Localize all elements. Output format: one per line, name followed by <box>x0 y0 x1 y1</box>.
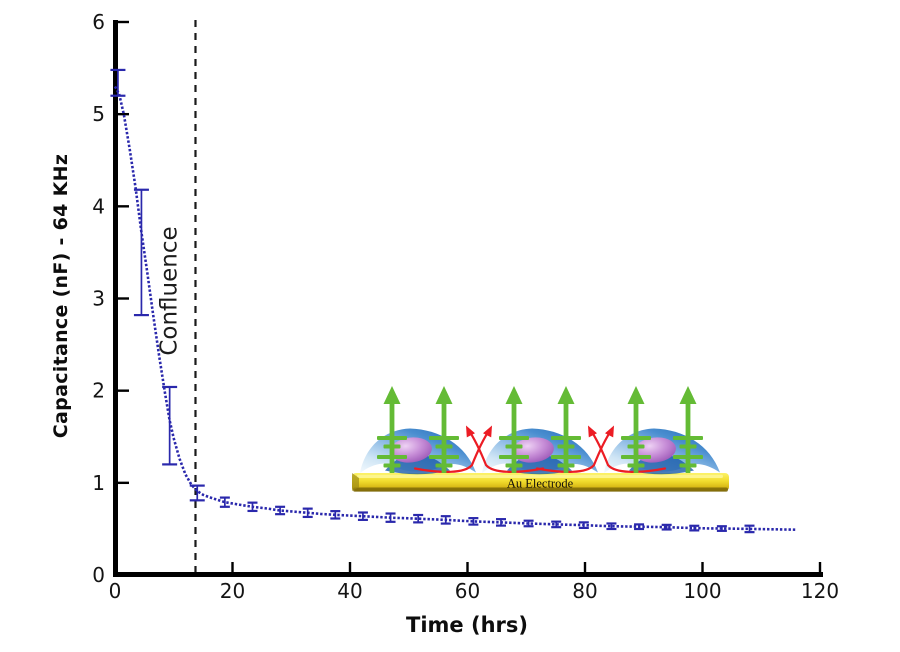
red-arrow-path <box>413 427 492 473</box>
transcellular-current-arrow <box>621 386 651 473</box>
membrane-capacitor-bar <box>499 436 529 440</box>
cell <box>604 428 720 475</box>
green-arrowhead-icon <box>435 386 453 404</box>
cell-monolayer-inset <box>352 386 729 492</box>
red-arrowheads <box>466 425 492 438</box>
membrane-capacitor-bar <box>551 455 581 459</box>
membrane-capacitor-bar <box>627 444 645 449</box>
x-tick-label: 0 <box>109 579 122 603</box>
axes: 0 20 40 60 80 100 120 0 1 2 3 4 5 6 <box>92 10 839 603</box>
membrane-capacitor-bar <box>673 436 703 440</box>
membrane-capacitor-bar <box>383 463 401 468</box>
green-arrowhead-icon <box>505 386 523 404</box>
green-arrowhead-icon <box>679 386 697 404</box>
transcellular-current-arrow <box>673 386 703 473</box>
y-tick-label: 3 <box>92 287 105 311</box>
y-axis-title: Capacitance (nF) - 64 KHz <box>50 154 72 438</box>
x-tick-label: 80 <box>572 579 597 603</box>
y-tick-label: 5 <box>92 102 105 126</box>
transcellular-current-arrow <box>429 386 459 473</box>
electrode-highlight <box>357 474 723 478</box>
x-tick-label: 100 <box>683 579 721 603</box>
membrane-capacitor-bar <box>499 455 529 459</box>
green-arrowhead-icon <box>383 386 401 404</box>
membrane-capacitor-bar <box>505 463 523 468</box>
red-arrow-path <box>466 427 545 473</box>
y-tick-label: 1 <box>92 471 105 495</box>
membrane-capacitor-bar <box>429 455 459 459</box>
y-tick-label: 2 <box>92 379 105 403</box>
membrane-capacitor-bar <box>429 436 459 440</box>
green-arrowhead-icon <box>557 386 575 404</box>
membrane-capacitor-bar <box>673 455 703 459</box>
x-tick-label: 20 <box>220 579 245 603</box>
membrane-capacitor-bar <box>383 444 401 449</box>
y-tick-label: 0 <box>92 563 105 587</box>
confluence-label: Confluence <box>156 226 182 355</box>
membrane-capacitor-bar <box>679 463 697 468</box>
membrane-capacitor-bar <box>621 455 651 459</box>
y-tick-label: 6 <box>92 10 105 34</box>
paracellular-current-arrows <box>535 427 667 473</box>
x-tick-label: 120 <box>801 579 839 603</box>
au-electrode-label: Au Electrode <box>507 477 574 491</box>
x-axis-title: Time (hrs) <box>406 613 528 637</box>
cell <box>482 428 598 475</box>
x-axis-line <box>113 572 823 577</box>
red-arrow-path <box>588 427 667 473</box>
red-arrowhead-icon <box>588 425 597 438</box>
membrane-capacitor-bar <box>377 436 407 440</box>
capacitance-series <box>110 68 797 534</box>
red-arrowhead-icon <box>483 425 492 438</box>
paracellular-current-arrows <box>413 427 545 473</box>
red-arrowhead-icon <box>605 425 614 438</box>
electrode-bevel <box>352 473 359 491</box>
x-tick-label: 40 <box>337 579 362 603</box>
transcellular-current-arrow <box>551 386 581 473</box>
transcellular-current-arrow <box>499 386 529 473</box>
membrane-capacitor-bar <box>377 455 407 459</box>
membrane-capacitor-bar <box>621 436 651 440</box>
electrode-shadow <box>353 487 728 492</box>
red-arrowheads <box>588 425 614 438</box>
membrane-capacitor-bar <box>627 463 645 468</box>
membrane-capacitor-bar <box>557 463 575 468</box>
cell <box>360 428 476 475</box>
y-tick-label: 4 <box>92 194 105 218</box>
membrane-capacitor-bar <box>435 444 453 449</box>
red-arrowhead-icon <box>466 425 475 438</box>
membrane-capacitor-bar <box>435 463 453 468</box>
transcellular-current-arrow <box>377 386 407 473</box>
membrane-capacitor-bar <box>557 444 575 449</box>
membrane-capacitor-bar <box>679 444 697 449</box>
membrane-capacitor-bar <box>505 444 523 449</box>
red-arrow-path <box>535 427 614 473</box>
membrane-capacitor-bar <box>551 436 581 440</box>
green-arrowhead-icon <box>627 386 645 404</box>
y-axis-line <box>113 20 118 577</box>
x-tick-label: 60 <box>455 579 480 603</box>
